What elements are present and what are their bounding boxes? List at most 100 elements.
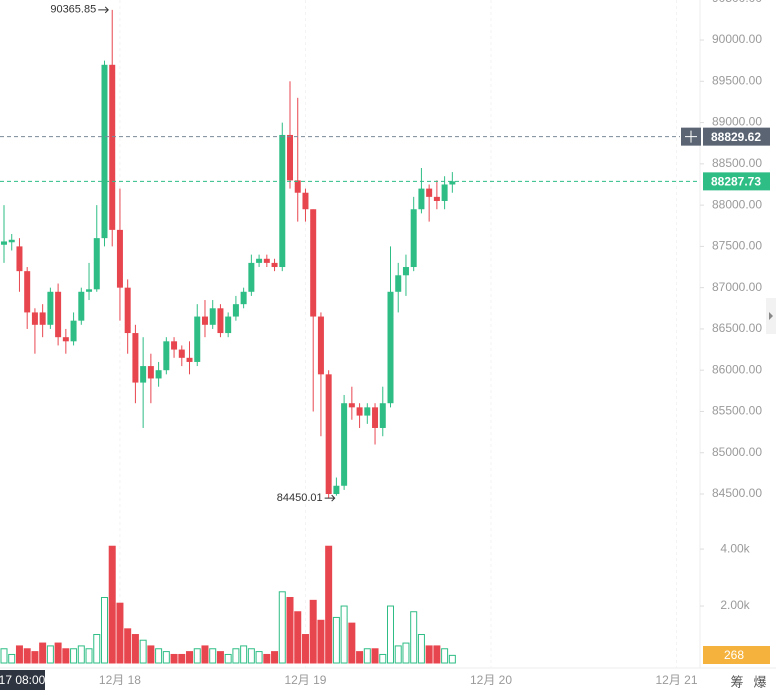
volume-bar bbox=[70, 648, 78, 664]
candle-body bbox=[132, 333, 139, 383]
volume-bar bbox=[394, 645, 402, 664]
volume-bar bbox=[294, 611, 302, 664]
last-price: 88287.73 bbox=[711, 175, 761, 189]
x-tick-label: 12月 19 bbox=[284, 673, 326, 687]
last-volume: 268 bbox=[724, 648, 744, 662]
candle-body bbox=[364, 407, 371, 416]
candle-body bbox=[186, 357, 193, 362]
candle-body bbox=[47, 291, 54, 325]
volume-bar bbox=[263, 653, 271, 664]
candle-body bbox=[225, 316, 232, 334]
marker-add-icon bbox=[685, 130, 697, 143]
candle-body bbox=[333, 485, 340, 495]
candle-body bbox=[310, 209, 317, 317]
volume-bar bbox=[356, 651, 364, 664]
volume-bar bbox=[224, 653, 232, 664]
y-tick-label: 87000.00 bbox=[712, 280, 762, 294]
annotation-arrow bbox=[98, 6, 109, 14]
candle-body bbox=[1, 241, 7, 245]
volume-bar bbox=[124, 628, 132, 664]
candle-body bbox=[39, 312, 46, 325]
candle-body bbox=[287, 134, 294, 181]
volume-bar bbox=[232, 648, 240, 664]
volume-tick-label: 4.00k bbox=[720, 541, 750, 555]
candle-body bbox=[240, 291, 247, 305]
x-tick-label: 12月 20 bbox=[470, 673, 512, 687]
candle-body bbox=[109, 64, 116, 230]
volume-bar bbox=[155, 648, 163, 664]
volume-bar bbox=[8, 653, 16, 664]
candle-body bbox=[171, 341, 178, 350]
candle-body bbox=[433, 196, 440, 201]
volume-bar bbox=[417, 634, 425, 664]
candle-body bbox=[155, 370, 162, 379]
volume-bar bbox=[15, 645, 23, 664]
candle-body bbox=[55, 291, 62, 338]
candle-body bbox=[325, 374, 332, 495]
volume-bar bbox=[402, 642, 410, 664]
volume-bar bbox=[441, 648, 449, 664]
candle-body bbox=[263, 258, 270, 263]
volume-bar bbox=[433, 645, 441, 664]
candle-body bbox=[294, 180, 301, 193]
y-tick-label: 85000.00 bbox=[712, 445, 762, 459]
candle-body bbox=[124, 287, 131, 334]
candle-body bbox=[271, 262, 278, 268]
volume-bar bbox=[77, 645, 85, 664]
volume-bar bbox=[186, 651, 194, 664]
candle-body bbox=[147, 366, 154, 379]
last-volume-box bbox=[703, 646, 770, 664]
volume-bar bbox=[39, 642, 47, 664]
candle-body bbox=[201, 316, 208, 325]
candle-body bbox=[348, 403, 355, 408]
x-tick-label: 12月 21 bbox=[655, 673, 697, 687]
candle-body bbox=[248, 262, 255, 292]
y-tick-label: 88000.00 bbox=[712, 197, 762, 211]
y-tick-label: 90500.00 bbox=[712, 0, 762, 5]
volume-bar bbox=[410, 611, 418, 664]
volume-bar bbox=[216, 651, 224, 664]
candle-body bbox=[317, 316, 324, 375]
candle-body bbox=[372, 407, 379, 428]
volume-bar bbox=[379, 653, 387, 664]
last-price-box bbox=[703, 172, 770, 191]
side-button[interactable]: 爆 bbox=[753, 674, 766, 689]
candle-body bbox=[379, 403, 386, 428]
candle-body bbox=[101, 64, 108, 239]
volume-bar bbox=[147, 645, 155, 664]
low-annotation: 84450.01 bbox=[277, 492, 323, 504]
x-tick-label: 12月 18 bbox=[99, 673, 141, 687]
y-tick-label: 86000.00 bbox=[712, 362, 762, 376]
volume-bar bbox=[170, 653, 178, 664]
candle-body bbox=[402, 267, 409, 276]
side-button[interactable]: 筹 bbox=[730, 674, 743, 689]
collapse-icon bbox=[769, 312, 773, 320]
candle-body bbox=[70, 320, 77, 342]
candle-body bbox=[140, 366, 147, 383]
candle-body bbox=[256, 258, 263, 263]
volume-bar bbox=[255, 651, 263, 664]
volume-bar bbox=[448, 654, 456, 664]
candle-body bbox=[441, 184, 448, 201]
volume-bar bbox=[371, 648, 379, 664]
candle-body bbox=[178, 349, 185, 358]
candle-body bbox=[341, 403, 348, 486]
y-tick-label: 89000.00 bbox=[712, 115, 762, 129]
candle-body bbox=[78, 291, 85, 321]
volume-bar bbox=[301, 634, 309, 664]
candle-body bbox=[232, 304, 239, 317]
candle-body bbox=[116, 229, 123, 288]
candle-body bbox=[418, 188, 425, 210]
annotation-arrow bbox=[324, 494, 336, 502]
candle-body bbox=[24, 271, 31, 313]
candle-body bbox=[410, 209, 417, 268]
volume-bar bbox=[116, 602, 124, 664]
volume-bar bbox=[131, 634, 139, 664]
volume-bar bbox=[340, 605, 348, 664]
volume-bar bbox=[325, 545, 333, 664]
volume-bar bbox=[100, 596, 108, 664]
volume-bar bbox=[425, 645, 433, 664]
candle-body bbox=[302, 192, 309, 210]
candle-body bbox=[62, 337, 69, 342]
candle-body bbox=[16, 246, 23, 272]
